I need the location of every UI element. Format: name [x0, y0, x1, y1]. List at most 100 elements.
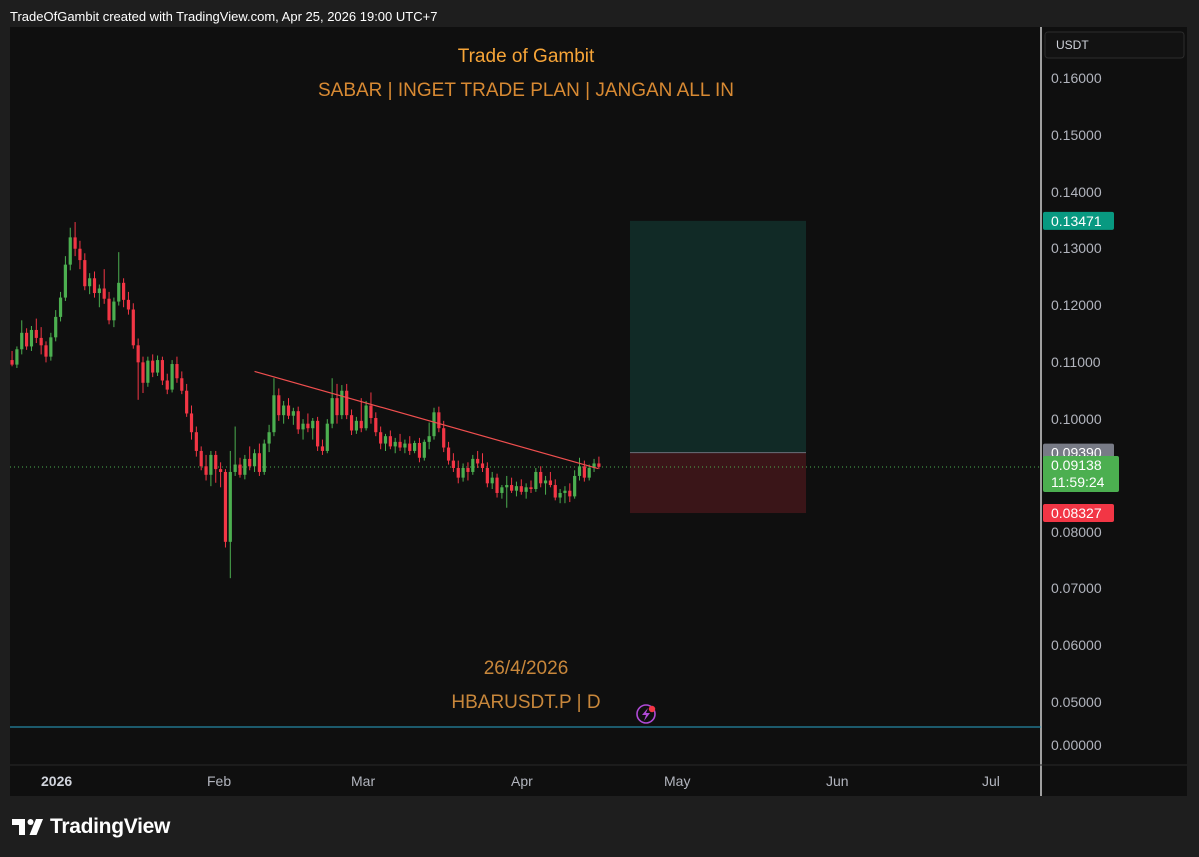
candle-body [485, 467, 489, 484]
candle-body [359, 420, 363, 429]
candle-body [252, 453, 257, 467]
tradingview-logo[interactable]: TradingView [12, 815, 170, 839]
candle-body [476, 458, 480, 464]
candle-body [461, 467, 465, 478]
candle-body [102, 288, 106, 299]
price-tick: 0.10000 [1051, 411, 1102, 427]
candle-body [29, 329, 34, 347]
event-lightning-icon[interactable] [636, 704, 656, 724]
candle-body [219, 469, 223, 472]
price-tick: 0.14000 [1051, 184, 1102, 200]
candle-body [257, 453, 261, 472]
position-target-zone[interactable] [630, 220, 806, 453]
candle-body [296, 411, 300, 430]
candle-body [10, 360, 14, 365]
candle-body [141, 362, 145, 383]
time-label: Jul [982, 773, 1000, 789]
candle-body [563, 490, 567, 493]
candle-body [534, 471, 538, 489]
price-tick: 0.07000 [1051, 580, 1102, 596]
candle-body [335, 398, 339, 416]
candle-body [185, 390, 189, 414]
price-tick: 0.05000 [1051, 694, 1102, 710]
chart-panel[interactable]: USDT 0.16000 0.15000 0.14000 0.13000 0.1… [0, 27, 1187, 796]
candle-body [451, 460, 455, 468]
candle-body [558, 492, 562, 498]
candle-body [54, 316, 58, 338]
candle-body [543, 480, 548, 484]
candle-body [577, 466, 582, 476]
candle-body [539, 471, 543, 484]
candle-body [189, 413, 194, 433]
price-tick: 0.15000 [1051, 127, 1102, 143]
candle-body [495, 477, 499, 493]
candle-body [39, 337, 43, 346]
time-label: Apr [511, 773, 533, 789]
candle-body [311, 420, 315, 429]
candle-body [92, 278, 97, 294]
time-label: 2026 [41, 773, 72, 789]
candle-body [291, 411, 295, 416]
candle-body [267, 432, 271, 444]
candle-body [282, 405, 286, 416]
candle-body [146, 360, 150, 383]
chart-title: Trade of Gambit [458, 46, 595, 67]
candle-body [592, 463, 596, 468]
candle-body [165, 380, 169, 390]
candle-body [422, 441, 426, 458]
candle-body [122, 282, 126, 300]
candle-body [582, 466, 586, 478]
candle-body [112, 301, 116, 321]
price-tick: 0.08000 [1051, 524, 1102, 540]
candle-body [519, 486, 523, 492]
candle-body [25, 332, 29, 347]
candle-body [480, 463, 485, 468]
candle-body [20, 332, 24, 350]
candle-body [286, 405, 291, 416]
descending-trendline[interactable] [254, 370, 599, 470]
currency-selector[interactable] [1044, 31, 1185, 59]
currency-label: USDT [1056, 38, 1089, 52]
candle-body [204, 466, 208, 475]
candle-body [408, 443, 412, 451]
candle-body [301, 423, 305, 430]
candle-body [126, 299, 131, 310]
candle-body [432, 412, 436, 437]
candle-body [49, 337, 53, 357]
candle-body [330, 398, 334, 424]
candle-body [529, 487, 533, 489]
candle-body [354, 420, 358, 431]
tradingview-logo-icon [12, 819, 43, 835]
candle-body [369, 405, 373, 418]
price-tick: 0.11000 [1051, 354, 1101, 370]
candle-body [155, 360, 160, 373]
candle-body [262, 443, 266, 472]
candle-body [78, 248, 82, 261]
candle-body [398, 441, 402, 448]
candle-body [442, 428, 446, 448]
candle-body [320, 446, 325, 451]
candle-body [160, 360, 164, 381]
candle-body [34, 329, 38, 338]
candle-body [340, 390, 344, 416]
candle-body [437, 412, 441, 429]
candle-body [88, 278, 92, 287]
candle-body [73, 237, 77, 249]
stop-price-label: 0.08327 [1043, 504, 1114, 523]
candle-body [413, 442, 417, 451]
price-chart[interactable]: USDT 0.16000 0.15000 0.14000 0.13000 0.1… [0, 27, 1187, 796]
candle-body [151, 360, 155, 373]
candle-body [364, 405, 368, 429]
candle-body [83, 260, 87, 287]
candle-body [63, 264, 67, 298]
candle-body [272, 395, 276, 433]
candle-body [238, 464, 242, 475]
candle-body [553, 485, 557, 498]
candle-body [131, 309, 135, 346]
position-stop-zone[interactable] [630, 452, 806, 514]
candle-body [199, 450, 203, 467]
candle-body [243, 458, 247, 475]
chart-subtitle: SABAR | INGET TRADE PLAN | JANGAN ALL IN [318, 80, 734, 101]
candle-body [379, 432, 383, 444]
candle-body [233, 464, 237, 472]
